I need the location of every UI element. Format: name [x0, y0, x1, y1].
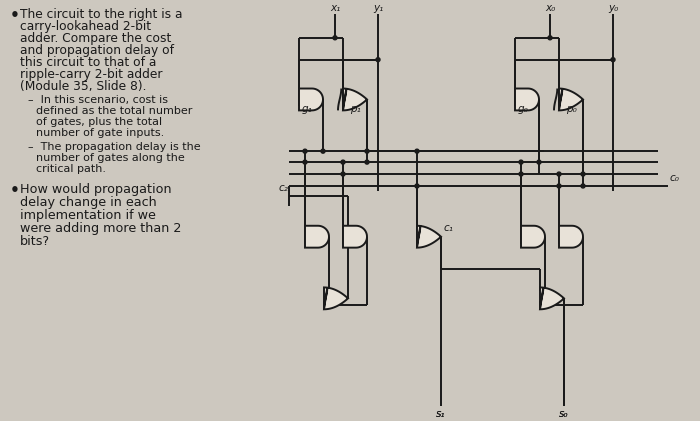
- Text: p₁: p₁: [350, 104, 360, 115]
- Text: number of gates along the: number of gates along the: [36, 153, 185, 163]
- Text: were adding more than 2: were adding more than 2: [20, 222, 181, 235]
- Circle shape: [581, 184, 585, 188]
- Circle shape: [557, 184, 561, 188]
- Text: this circuit to that of a: this circuit to that of a: [20, 56, 156, 69]
- Text: –  In this scenario, cost is: – In this scenario, cost is: [28, 96, 168, 106]
- Text: x₁: x₁: [330, 3, 340, 13]
- Text: number of gate inputs.: number of gate inputs.: [36, 128, 164, 138]
- Circle shape: [611, 58, 615, 61]
- Circle shape: [303, 160, 307, 164]
- Text: bits?: bits?: [20, 235, 50, 248]
- Text: ripple-carry 2-bit adder: ripple-carry 2-bit adder: [20, 68, 162, 81]
- Circle shape: [519, 160, 523, 164]
- Text: defined as the total number: defined as the total number: [36, 107, 192, 117]
- Text: How would propagation: How would propagation: [20, 183, 172, 196]
- PathPatch shape: [305, 226, 329, 248]
- Text: (Module 35, Slide 8).: (Module 35, Slide 8).: [20, 80, 146, 93]
- Text: c₂: c₂: [279, 183, 289, 193]
- Text: •: •: [10, 183, 20, 198]
- PathPatch shape: [515, 88, 539, 110]
- Text: p₀: p₀: [566, 104, 577, 115]
- Text: delay change in each: delay change in each: [20, 196, 157, 209]
- PathPatch shape: [343, 88, 367, 110]
- Circle shape: [415, 184, 419, 188]
- Circle shape: [333, 36, 337, 40]
- Text: •: •: [10, 8, 20, 23]
- Circle shape: [415, 149, 419, 153]
- PathPatch shape: [540, 288, 564, 309]
- Text: y₀: y₀: [608, 3, 618, 13]
- Text: The circuit to the right is a: The circuit to the right is a: [20, 8, 183, 21]
- Text: critical path.: critical path.: [36, 164, 106, 174]
- PathPatch shape: [521, 226, 545, 248]
- Text: –  The propagation delay is the: – The propagation delay is the: [28, 142, 201, 152]
- Circle shape: [519, 172, 523, 176]
- Circle shape: [341, 160, 345, 164]
- Text: carry-lookahead 2-bit: carry-lookahead 2-bit: [20, 20, 151, 33]
- Text: of gates, plus the total: of gates, plus the total: [36, 117, 162, 128]
- Circle shape: [303, 149, 307, 153]
- Text: and propagation delay of: and propagation delay of: [20, 44, 174, 57]
- Circle shape: [548, 36, 552, 40]
- Text: g₀: g₀: [518, 104, 528, 115]
- Text: c₁: c₁: [444, 223, 454, 233]
- Circle shape: [321, 149, 325, 153]
- PathPatch shape: [299, 88, 323, 110]
- Text: g₁: g₁: [302, 104, 313, 115]
- Circle shape: [537, 160, 541, 164]
- Text: c₀: c₀: [670, 173, 680, 183]
- Circle shape: [581, 172, 585, 176]
- Circle shape: [557, 172, 561, 176]
- Text: implementation if we: implementation if we: [20, 209, 156, 222]
- Text: y₁: y₁: [373, 3, 383, 13]
- Text: x₀: x₀: [545, 3, 555, 13]
- Text: s₁: s₁: [436, 409, 446, 419]
- Circle shape: [365, 149, 369, 153]
- PathPatch shape: [324, 288, 348, 309]
- Circle shape: [365, 160, 369, 164]
- Text: s₁: s₁: [436, 409, 446, 419]
- PathPatch shape: [559, 226, 583, 248]
- PathPatch shape: [559, 88, 583, 110]
- Text: s₀: s₀: [559, 409, 568, 419]
- Circle shape: [376, 58, 380, 61]
- Circle shape: [341, 172, 345, 176]
- PathPatch shape: [417, 226, 441, 248]
- PathPatch shape: [343, 226, 367, 248]
- Text: s₀: s₀: [559, 409, 568, 419]
- Text: adder. Compare the cost: adder. Compare the cost: [20, 32, 172, 45]
